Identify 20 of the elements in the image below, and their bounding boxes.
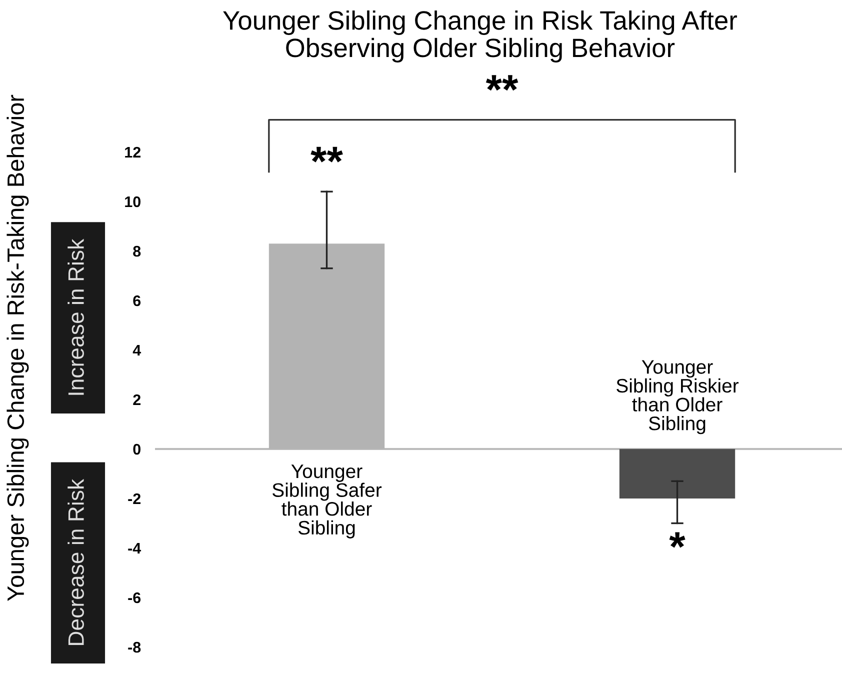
y-tick-label: 10 <box>125 196 140 208</box>
y-tick-label: -4 <box>128 543 142 554</box>
x-tick-label: Younger Sibling Safer than Older Sibling <box>272 464 382 538</box>
y-tick-label: 0 <box>133 444 140 455</box>
y-tick-label: 8 <box>133 246 141 257</box>
y-tick-label: -2 <box>128 493 140 504</box>
x-tick-label: Younger Sibling Riskier than Older Sibling <box>616 360 739 434</box>
text: Decrease in Risk <box>68 478 84 646</box>
chart-title: Younger Sibling Change in Risk Taking After Observing Older Sibling Behavior <box>223 10 737 63</box>
annotation: ** <box>310 146 343 162</box>
y-tick-label: -8 <box>128 642 141 653</box>
y-tick-label: 12 <box>125 146 140 158</box>
annotation: * <box>669 532 686 548</box>
y-tick-label: 6 <box>133 295 141 306</box>
y-axis-title: Younger Sibling Change in Risk-Taking Behavior <box>6 94 29 602</box>
y-tick-label: 4 <box>132 345 142 356</box>
y-tick-label: -6 <box>128 592 141 604</box>
y-tick-label: 2 <box>133 394 140 406</box>
text: Increase in Risk <box>68 238 84 395</box>
text: ** <box>486 75 518 91</box>
